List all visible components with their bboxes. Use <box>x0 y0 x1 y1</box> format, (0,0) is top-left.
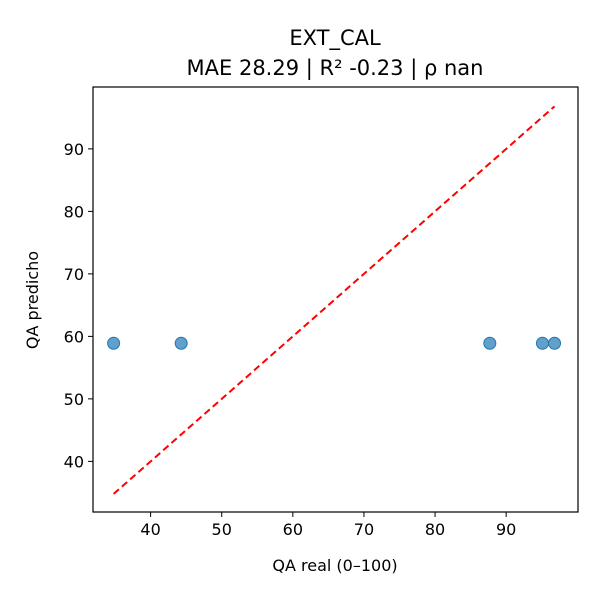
y-axis-label: QA predicho <box>23 251 42 349</box>
y-tick-label: 90 <box>64 140 84 159</box>
data-point <box>548 336 562 350</box>
chart-title: EXT_CAL <box>289 26 381 51</box>
data-point <box>107 336 121 350</box>
x-tick-label: 90 <box>496 520 516 539</box>
chart-subtitle: MAE 28.29 | R² -0.23 | ρ nan <box>187 56 484 81</box>
x-tick-label: 70 <box>354 520 374 539</box>
y-tick-label: 60 <box>64 327 84 346</box>
x-tick-label: 40 <box>140 520 160 539</box>
x-tick-label: 80 <box>425 520 445 539</box>
plot-frame <box>92 86 579 513</box>
x-axis-label: QA real (0–100) <box>272 556 397 575</box>
x-tick-label: 50 <box>212 520 232 539</box>
data-point <box>535 336 549 350</box>
data-point <box>483 336 497 350</box>
y-tick-label: 70 <box>64 265 84 284</box>
y-tick-label: 80 <box>64 202 84 221</box>
data-point <box>174 336 188 350</box>
reference-line <box>112 105 556 495</box>
plot-area: 40 50 60 70 80 90 40 50 60 70 80 90 <box>64 86 579 539</box>
y-tick-label: 40 <box>64 452 84 471</box>
y-tick-label: 50 <box>64 390 84 409</box>
x-tick-label: 60 <box>283 520 303 539</box>
